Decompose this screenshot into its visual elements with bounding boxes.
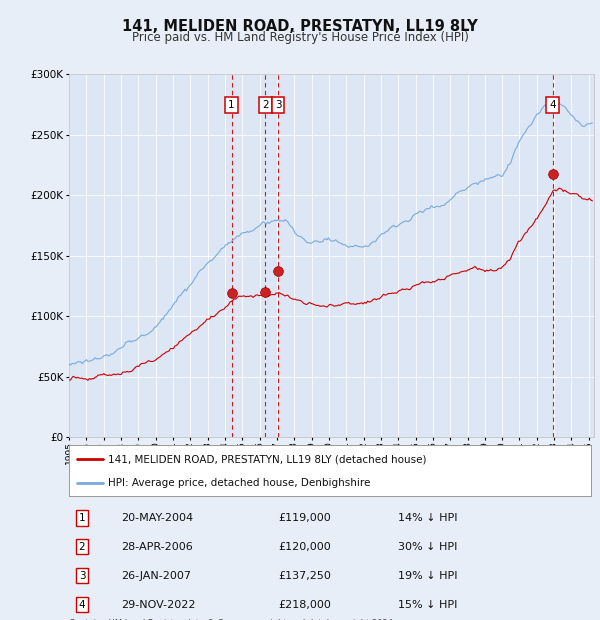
Text: 30% ↓ HPI: 30% ↓ HPI: [398, 542, 457, 552]
Text: 29-NOV-2022: 29-NOV-2022: [121, 600, 196, 609]
Text: 2: 2: [262, 100, 269, 110]
Text: HPI: Average price, detached house, Denbighshire: HPI: Average price, detached house, Denb…: [108, 478, 371, 489]
Text: £120,000: £120,000: [278, 542, 331, 552]
Text: 20-MAY-2004: 20-MAY-2004: [121, 513, 193, 523]
Text: £119,000: £119,000: [278, 513, 331, 523]
Text: 4: 4: [79, 600, 85, 609]
Text: Contains HM Land Registry data © Crown copyright and database right 2024.
This d: Contains HM Land Registry data © Crown c…: [69, 619, 395, 620]
Text: Price paid vs. HM Land Registry's House Price Index (HPI): Price paid vs. HM Land Registry's House …: [131, 31, 469, 44]
Text: 4: 4: [549, 100, 556, 110]
Text: £137,250: £137,250: [278, 571, 331, 581]
Text: 2: 2: [79, 542, 85, 552]
Text: 141, MELIDEN ROAD, PRESTATYN, LL19 8LY: 141, MELIDEN ROAD, PRESTATYN, LL19 8LY: [122, 19, 478, 33]
Text: 1: 1: [228, 100, 235, 110]
Text: £218,000: £218,000: [278, 600, 331, 609]
Text: 15% ↓ HPI: 15% ↓ HPI: [398, 600, 457, 609]
Text: 26-JAN-2007: 26-JAN-2007: [121, 571, 191, 581]
Text: 141, MELIDEN ROAD, PRESTATYN, LL19 8LY (detached house): 141, MELIDEN ROAD, PRESTATYN, LL19 8LY (…: [108, 454, 427, 464]
Text: 3: 3: [79, 571, 85, 581]
Text: 14% ↓ HPI: 14% ↓ HPI: [398, 513, 457, 523]
Text: 3: 3: [275, 100, 281, 110]
Text: 19% ↓ HPI: 19% ↓ HPI: [398, 571, 457, 581]
Text: 28-APR-2006: 28-APR-2006: [121, 542, 193, 552]
Text: 1: 1: [79, 513, 85, 523]
